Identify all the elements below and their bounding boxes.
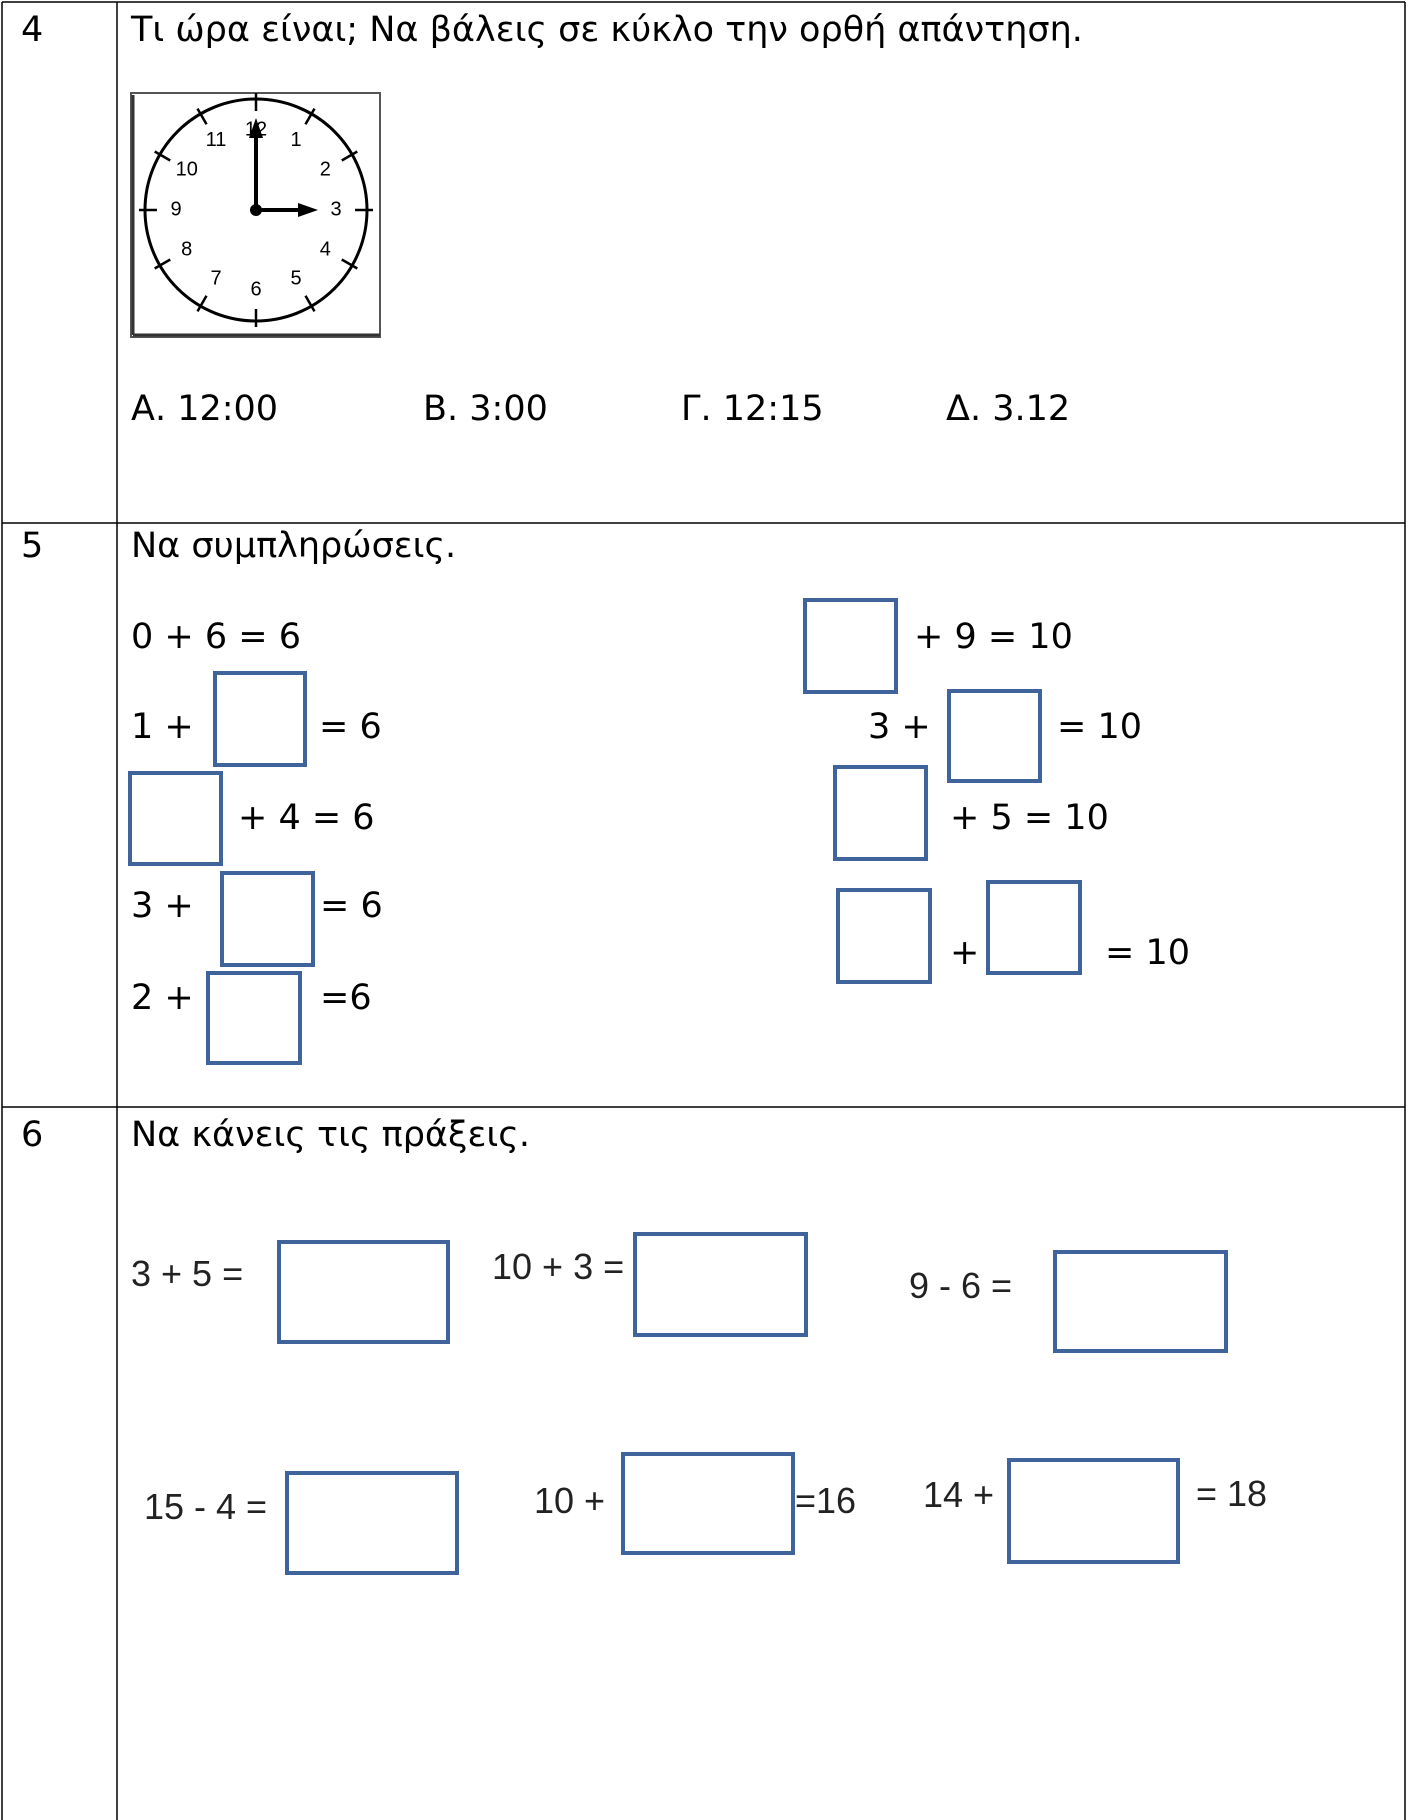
equation: =6 [320, 978, 372, 1018]
answer-box [1053, 1250, 1228, 1353]
clock-tick [304, 108, 316, 125]
clock-tick [196, 295, 208, 312]
clock-number: 5 [290, 268, 301, 290]
clock-number: 8 [181, 238, 192, 260]
equation: 3 + 5 = [131, 1253, 243, 1294]
hour-hand-tip [298, 203, 318, 217]
row-number: 5 [21, 526, 43, 566]
answer-box [128, 771, 223, 866]
clock-tick [196, 108, 208, 125]
equation: 2 + [131, 978, 194, 1018]
clock-number: 7 [210, 268, 221, 290]
equation: =16 [795, 1480, 856, 1521]
clock-center [250, 204, 262, 216]
equation: 1 + [131, 707, 194, 747]
clock: 123456789101112 [130, 92, 381, 338]
equation: 15 - 4 = [144, 1486, 267, 1527]
equation: + 9 = 10 [914, 617, 1073, 657]
equation: 10 + 3 = [492, 1246, 624, 1287]
option: Δ. 3.12 [946, 389, 1070, 429]
clock-number: 10 [176, 158, 198, 180]
question: Να συμπληρώσεις. [131, 526, 456, 566]
answer-box [277, 1240, 450, 1344]
answer-box [1007, 1458, 1180, 1564]
option: Γ. 12:15 [681, 389, 824, 429]
answer-box [836, 888, 932, 984]
row-number: 6 [21, 1115, 43, 1155]
clock-tick [341, 258, 358, 270]
equation: 9 - 6 = [909, 1265, 1012, 1306]
equation: 3 + [868, 707, 931, 747]
equation: = 6 [319, 707, 382, 747]
equation: = 10 [1057, 707, 1142, 747]
equation: = 18 [1196, 1473, 1267, 1514]
equation: 10 + [534, 1480, 605, 1521]
equation: 0 + 6 = 6 [131, 617, 301, 657]
answer-box [833, 765, 928, 861]
clock-tick [154, 258, 171, 270]
equation: = 6 [320, 886, 383, 926]
clock-number: 4 [320, 238, 331, 260]
clock-number: 2 [320, 158, 331, 180]
answer-box [621, 1452, 795, 1555]
clock-number: 3 [330, 198, 341, 220]
option: Β. 3:00 [423, 389, 548, 429]
answer-box [803, 598, 898, 694]
answer-box [285, 1471, 459, 1575]
question: Τι ώρα είναι; Να βάλεις σε κύκλο την ορθ… [130, 10, 1083, 50]
answer-box [947, 689, 1042, 783]
answer-box [220, 871, 315, 967]
option: Α. 12:00 [131, 389, 278, 429]
answer-box [206, 971, 302, 1065]
clock-tick [341, 150, 358, 162]
equation: 14 + [923, 1474, 994, 1515]
answer-box [633, 1232, 808, 1337]
clock-tick [304, 295, 316, 312]
clock-number: 9 [170, 198, 181, 220]
equation: + 4 = 6 [238, 798, 375, 838]
row-number: 4 [21, 10, 43, 50]
clock-tick [154, 150, 171, 162]
equation: + 5 = 10 [950, 798, 1109, 838]
clock-number: 6 [250, 278, 261, 300]
answer-box [213, 671, 307, 767]
equation: = 10 [1105, 933, 1190, 973]
clock-number: 11 [206, 129, 227, 151]
minute-hand-tip [249, 118, 263, 138]
equation: 3 + [131, 886, 194, 926]
equation: + [950, 933, 979, 973]
answer-box [986, 880, 1082, 975]
question: Να κάνεις τις πράξεις. [131, 1115, 530, 1155]
clock-number: 1 [290, 129, 301, 151]
